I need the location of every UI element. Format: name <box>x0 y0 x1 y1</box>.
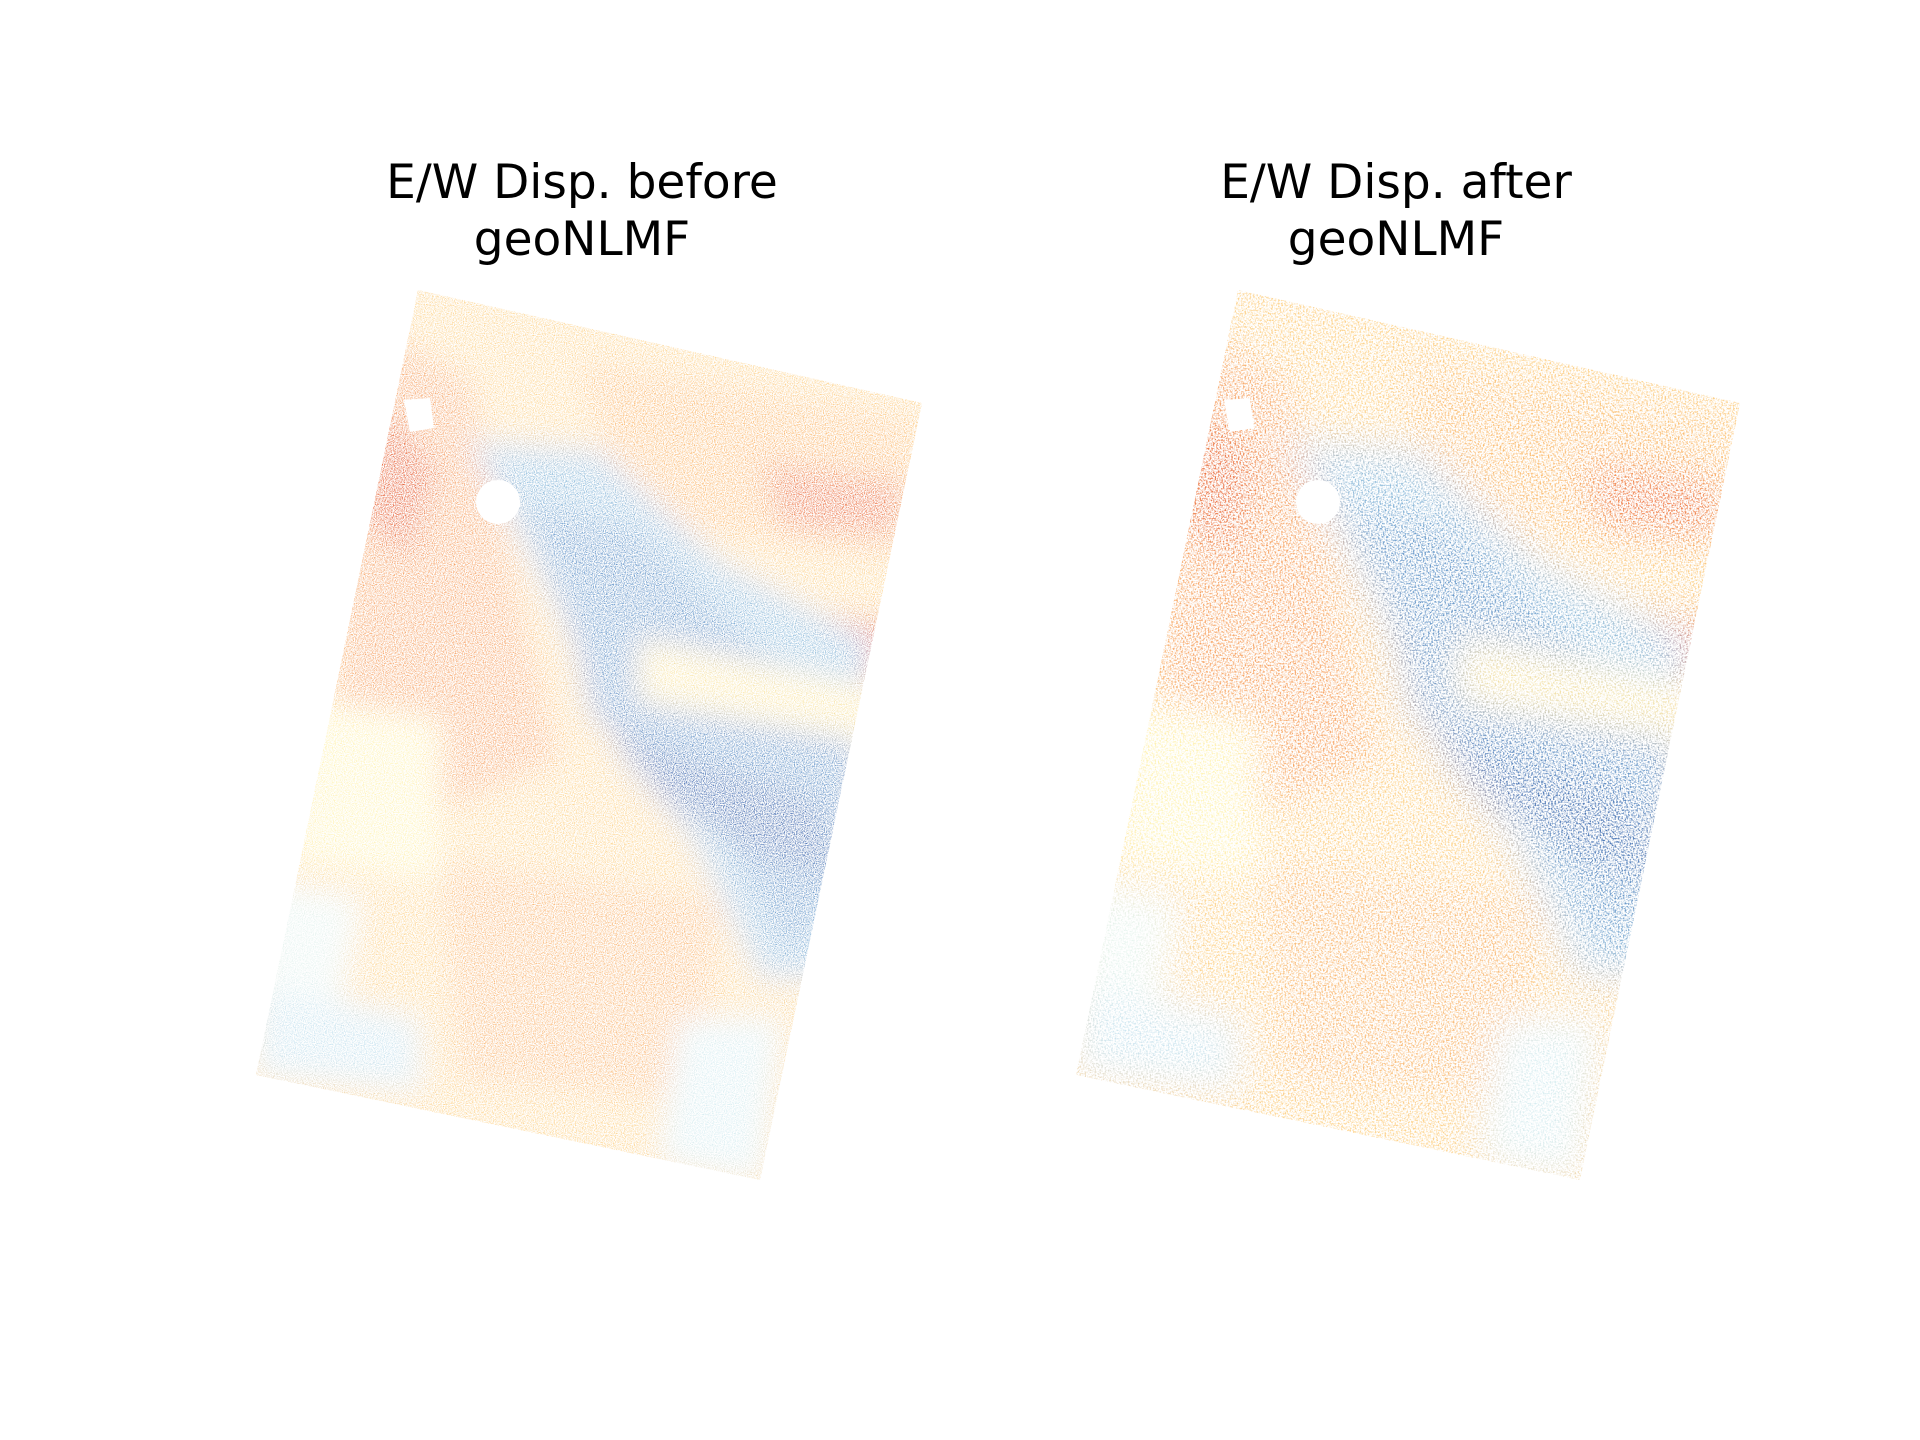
panel-title-after-line2: geoNLMF <box>1287 212 1505 267</box>
displacement-field-after <box>1076 290 1740 1180</box>
panel-title-before-line2: geoNLMF <box>473 212 691 267</box>
data-gap-square-after <box>1224 398 1254 432</box>
data-gap-circle-after <box>1296 480 1340 524</box>
panel-title-after: E/W Disp. after geoNLMF <box>1086 154 1706 268</box>
data-gap-square-before <box>404 398 434 432</box>
panel-title-after-line1: E/W Disp. after <box>1220 155 1572 210</box>
panel-title-before-line1: E/W Disp. before <box>386 155 778 210</box>
panel-title-before: E/W Disp. before geoNLMF <box>272 154 892 268</box>
displacement-field-before <box>256 290 922 1180</box>
data-gap-circle-before <box>476 480 520 524</box>
